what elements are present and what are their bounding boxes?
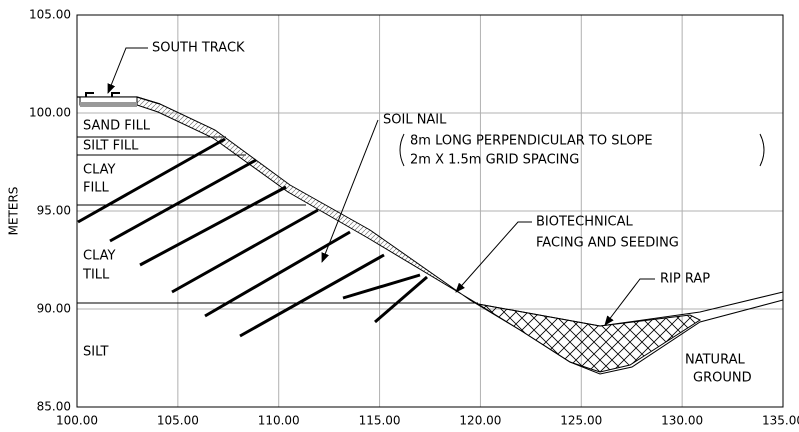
x-tick-label: 100.00: [56, 414, 98, 428]
label: SOIL NAIL: [383, 113, 447, 128]
x-tick-label: 110.00: [258, 414, 300, 428]
layer-lines: [77, 136, 478, 304]
label: CLAY: [83, 249, 116, 264]
label: SOUTH TRACK: [152, 41, 245, 56]
frame: [76, 14, 784, 408]
label: FILL: [83, 181, 110, 196]
y-tick-label: 95.00: [37, 204, 71, 218]
x-tick-label: 135.00: [762, 414, 799, 428]
x-tick-label: 125.00: [560, 414, 602, 428]
label: CLAY: [83, 163, 116, 178]
label: NATURAL: [685, 353, 745, 368]
x-tick-label: 130.00: [661, 414, 703, 428]
y-tick-label: 90.00: [37, 302, 71, 316]
y-tick-label: 100.00: [29, 106, 71, 120]
label: 2m X 1.5m GRID SPACING: [410, 153, 579, 168]
y-axis-label: METERS: [7, 187, 21, 236]
brace: [399, 133, 765, 167]
label: BIOTECHNICAL: [536, 215, 634, 230]
label: SILT FILL: [83, 139, 139, 154]
ballast: [80, 102, 137, 107]
natural-ground-line: [469, 299, 784, 375]
facing: [136, 96, 479, 305]
y-tick-label: 85.00: [37, 400, 71, 414]
label: FACING AND SEEDING: [536, 236, 679, 251]
ground-surface: [477, 291, 784, 327]
x-tick-label: 115.00: [359, 414, 401, 428]
label: SILT: [83, 345, 109, 360]
y-tick-label: 105.00: [29, 8, 71, 22]
leaders: [107, 47, 655, 326]
label: GROUND: [693, 371, 752, 386]
label: TILL: [82, 268, 110, 283]
x-tick-label: 120.00: [459, 414, 501, 428]
x-tick-label: 105.00: [157, 414, 199, 428]
label: 8m LONG PERPENDICULAR TO SLOPE: [410, 134, 653, 149]
label: RIP RAP: [660, 272, 710, 287]
rip-rap: [477, 303, 702, 373]
label: SAND FILL: [83, 119, 151, 134]
soil-nails: [77, 137, 428, 338]
grid: [76, 14, 784, 408]
